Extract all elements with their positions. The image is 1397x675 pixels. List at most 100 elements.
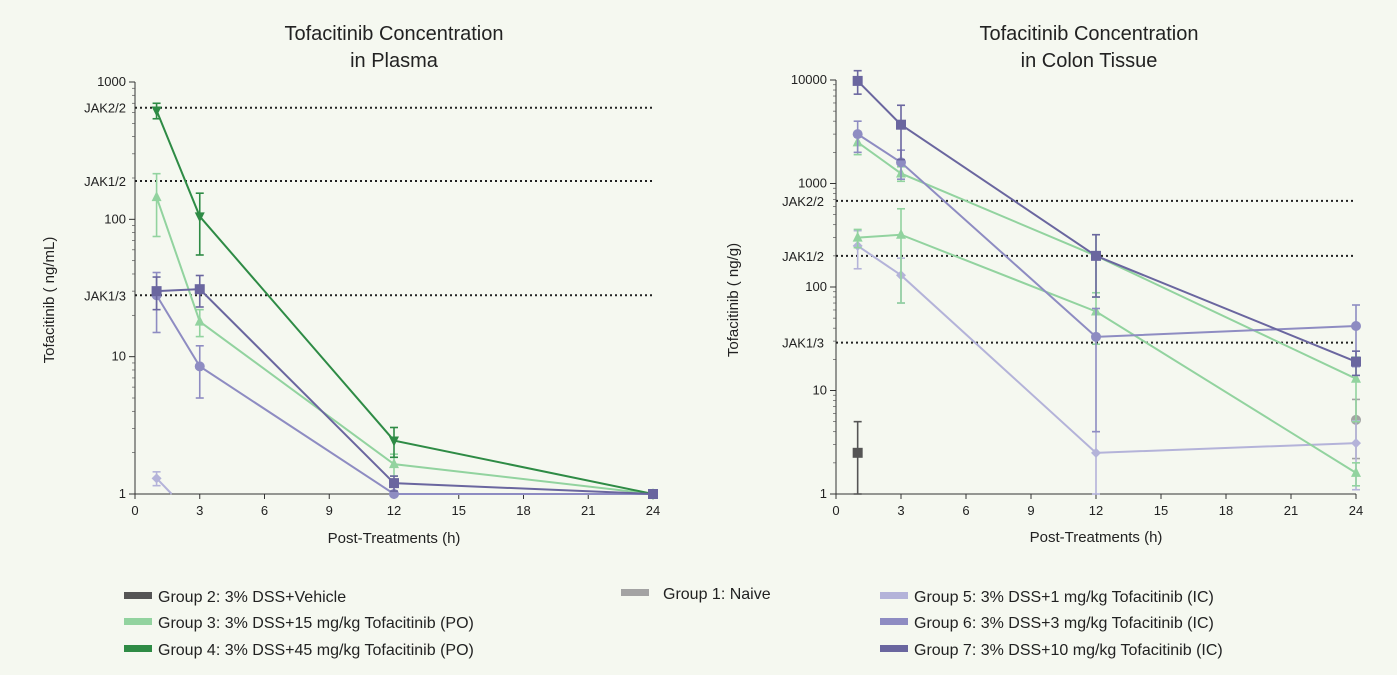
data-point [389, 436, 399, 447]
x-tick-label: 18 [516, 503, 530, 518]
x-tick-label: 12 [387, 503, 401, 518]
data-point [194, 361, 205, 372]
x-tick-label: 6 [261, 503, 268, 518]
x-tick-label: 21 [1284, 503, 1298, 518]
series-line [155, 110, 654, 495]
legend-item-group6: Group 6: 3% DSS+3 mg/kg Tofacitinib (IC) [880, 615, 1214, 632]
x-tick-label: 15 [452, 503, 466, 518]
y-tick-label: 10 [112, 349, 126, 364]
series-group4 [151, 102, 658, 500]
legend-swatch [880, 618, 908, 625]
reference-line-label: JAK1/3 [782, 336, 824, 351]
series-line [155, 477, 173, 495]
x-tick-label: 15 [1154, 503, 1168, 518]
data-point [852, 75, 863, 86]
y-tick-label: 100 [104, 211, 126, 226]
x-tick-label: 18 [1219, 503, 1233, 518]
data-point [1091, 250, 1101, 261]
x-tick-label: 24 [1349, 503, 1363, 518]
reference-line-label: JAK1/2 [84, 174, 126, 189]
data-point [648, 489, 658, 499]
series-line [857, 244, 1357, 454]
legend: Group 2: 3% DSS+Vehicle Group 3: 3% DSS+1… [124, 586, 1223, 659]
x-tick-label: 0 [131, 503, 138, 518]
data-point [896, 228, 906, 239]
series-group2 [852, 420, 863, 495]
series-line [857, 233, 1357, 474]
data-point [151, 286, 162, 297]
series-line [856, 80, 1357, 363]
legend-swatch [621, 589, 649, 596]
series-group5 [852, 229, 1361, 495]
data-point [1351, 372, 1361, 383]
x-tick-label: 21 [581, 503, 595, 518]
chart-title: in Colon Tissue [1021, 50, 1158, 72]
data-point [389, 478, 399, 489]
data-point [194, 315, 205, 326]
legend-label: Group 4: 3% DSS+45 mg/kg Tofacitinib (PO… [158, 642, 474, 659]
x-tick-label: 6 [962, 503, 969, 518]
legend-item-group7: Group 7: 3% DSS+10 mg/kg Tofacitinib (IC… [880, 642, 1223, 659]
series-group7 [151, 274, 658, 499]
legend-label: Group 2: 3% DSS+Vehicle [158, 589, 346, 606]
chart-panel-2: Tofacitinib Concentration in Colon Tissue… [725, 23, 1363, 546]
chart-title: in Plasma [350, 50, 439, 72]
data-point [896, 119, 906, 130]
series-line [857, 133, 1357, 338]
x-axis-label: Post-Treatments (h) [1030, 529, 1163, 546]
x-axis-label: Post-Treatments (h) [328, 530, 461, 547]
reference-line-label: JAK2/2 [782, 194, 824, 209]
x-tick-label: 3 [897, 503, 904, 518]
x-tick-label: 24 [646, 503, 660, 518]
legend-item-group3: Group 3: 3% DSS+15 mg/kg Tofacitinib (PO… [124, 615, 474, 632]
series-group7 [852, 69, 1361, 377]
data-point [1351, 356, 1361, 367]
legend-label: Group 7: 3% DSS+10 mg/kg Tofacitinib (IC… [914, 642, 1223, 659]
data-point [194, 212, 205, 223]
legend-item-group2: Group 2: 3% DSS+Vehicle [124, 589, 346, 606]
y-axis-label: Tofacitinib ( ng/g) [725, 243, 742, 357]
series-group3 [151, 172, 658, 498]
chart-title: Tofacitinib Concentration [284, 23, 503, 45]
data-point [852, 447, 863, 458]
legend-swatch [880, 645, 908, 652]
x-tick-label: 9 [326, 503, 333, 518]
y-tick-label: 1 [119, 486, 126, 501]
series-line [155, 294, 653, 495]
reference-line-label: JAK2/2 [84, 101, 126, 116]
chart-panel-1: Tofacitinib Concentration in Plasma 1 10 100… [41, 23, 660, 547]
x-tick-label: 0 [832, 503, 839, 518]
series-group5 [151, 471, 173, 495]
data-point [1351, 466, 1361, 477]
data-point [852, 129, 863, 140]
data-point [1091, 447, 1101, 458]
data-point [151, 106, 162, 117]
data-point [1351, 320, 1361, 331]
x-tick-label: 3 [196, 503, 203, 518]
series-line [155, 196, 654, 495]
chart-title: Tofacitinib Concentration [979, 23, 1198, 45]
y-tick-label: 10000 [791, 72, 827, 87]
series-group6 [852, 120, 1361, 433]
y-tick-label: 100 [805, 279, 827, 294]
legend-label: Group 6: 3% DSS+3 mg/kg Tofacitinib (IC) [914, 615, 1214, 632]
data-point [151, 191, 162, 202]
series-line [857, 141, 1357, 380]
legend-item-group5: Group 5: 3% DSS+1 mg/kg Tofacitinib (IC) [880, 589, 1214, 606]
legend-item-group1: Group 1: Naive [621, 586, 771, 603]
series-line [156, 288, 654, 495]
legend-label: Group 5: 3% DSS+1 mg/kg Tofacitinib (IC) [914, 589, 1214, 606]
y-axis-label: Tofacitinib ( ng/mL) [41, 237, 58, 364]
x-tick-label: 9 [1027, 503, 1034, 518]
data-point [1351, 438, 1361, 449]
reference-line-label: JAK1/2 [782, 249, 824, 264]
y-tick-label: 1 [820, 486, 827, 501]
data-point [1091, 331, 1101, 342]
reference-line-label: JAK1/3 [84, 288, 126, 303]
legend-swatch [124, 592, 152, 599]
y-tick-label: 1000 [97, 74, 126, 89]
data-point [151, 473, 162, 484]
legend-label: Group 1: Naive [663, 586, 771, 603]
data-point [389, 458, 399, 469]
